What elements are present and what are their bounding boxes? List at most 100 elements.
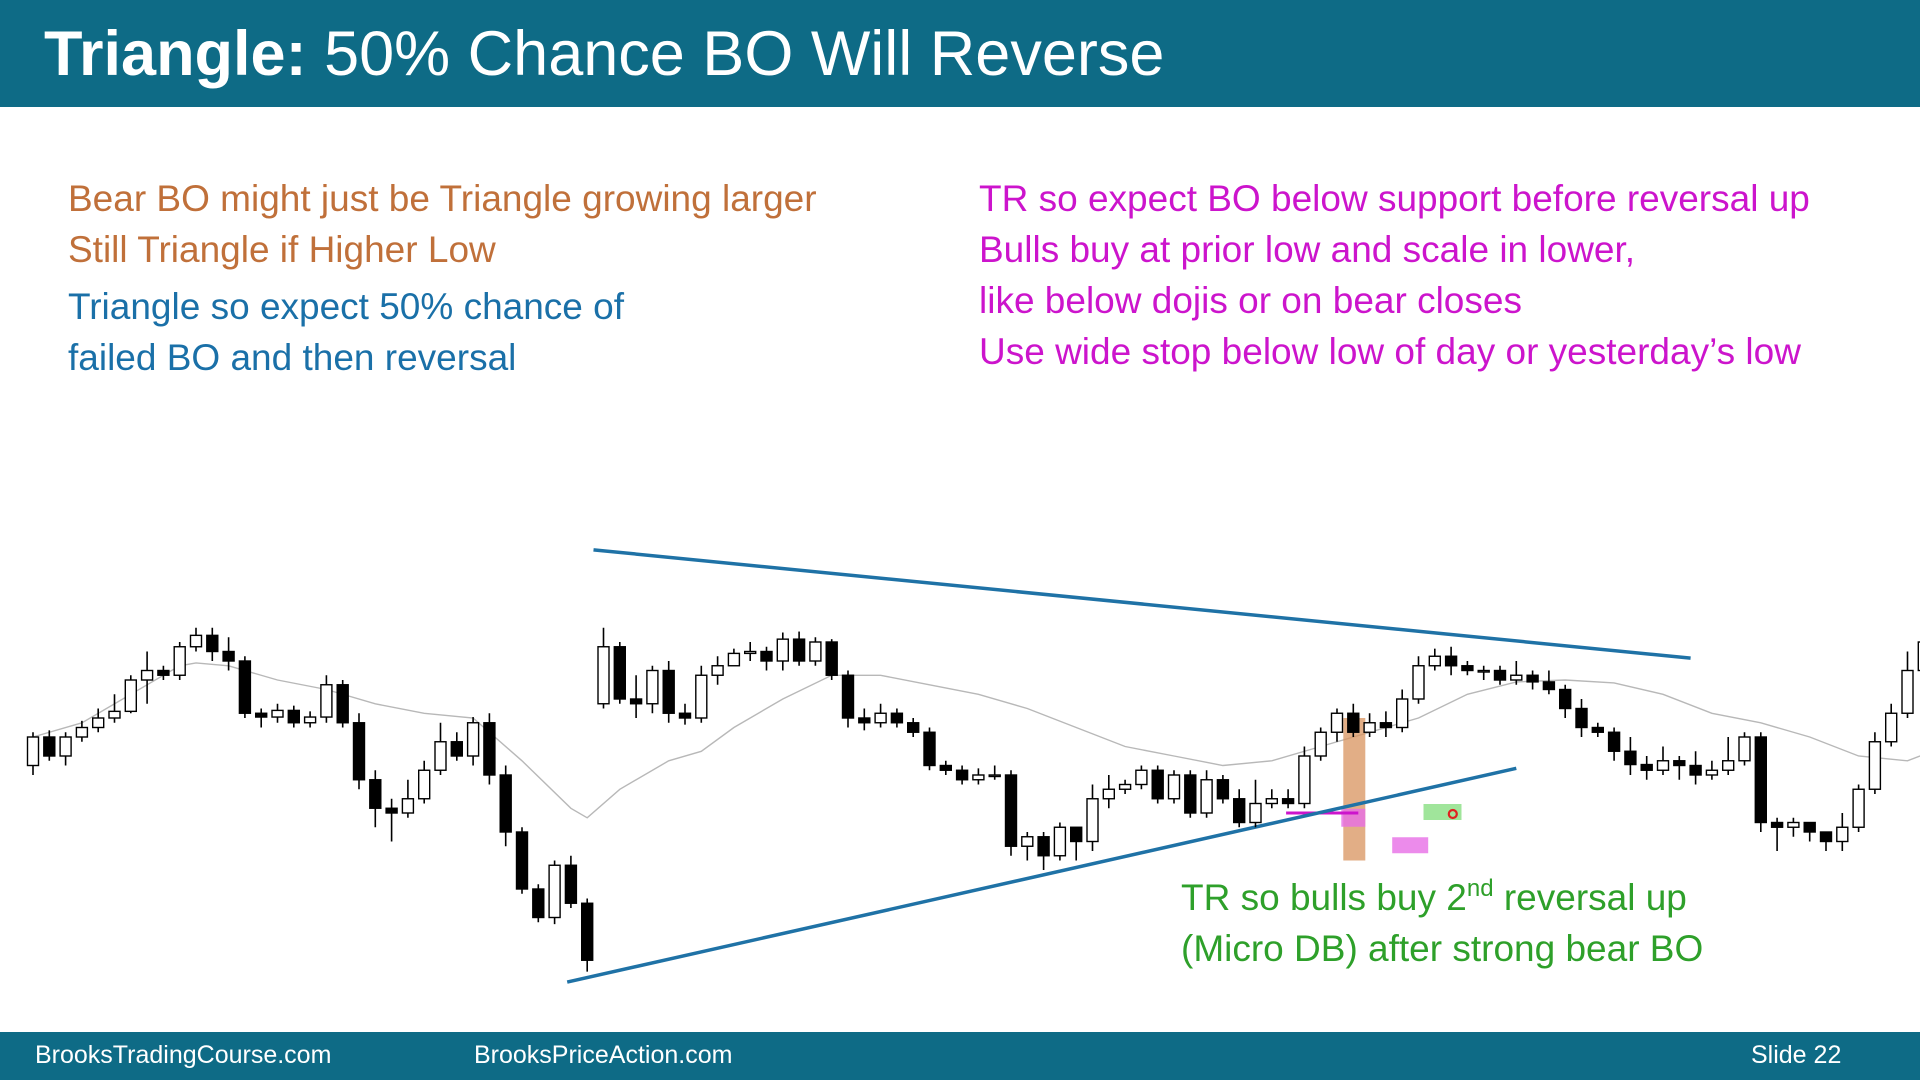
candle xyxy=(727,648,741,667)
candle xyxy=(1868,732,1882,794)
candle-body xyxy=(1640,763,1653,771)
candle-body xyxy=(173,646,186,676)
candle xyxy=(59,732,72,766)
candle xyxy=(1558,684,1572,718)
marker-layer xyxy=(1447,808,1458,820)
candle xyxy=(1395,689,1409,733)
candle xyxy=(1363,713,1376,737)
note-line: Still Triangle if Higher Low xyxy=(68,229,496,270)
candle-body xyxy=(1363,722,1376,733)
candle xyxy=(939,760,952,775)
candle-body xyxy=(124,679,138,713)
candle-body xyxy=(1135,769,1148,786)
candle-body xyxy=(1037,836,1050,857)
candle xyxy=(858,708,871,731)
candle xyxy=(809,637,822,666)
candle xyxy=(1656,746,1670,775)
candle-body xyxy=(1901,669,1914,714)
candle xyxy=(418,760,431,804)
candle xyxy=(532,884,545,923)
candle xyxy=(499,765,512,847)
candle-body xyxy=(385,807,398,814)
note-tr-expect: TR so expect BO below support before rev… xyxy=(979,173,1810,377)
candle xyxy=(1444,646,1458,676)
candle-body xyxy=(1526,674,1539,683)
candle xyxy=(1167,770,1181,804)
candle xyxy=(1607,727,1621,761)
candle-body xyxy=(678,712,692,719)
candle xyxy=(1461,661,1474,676)
candle xyxy=(1151,765,1164,804)
candle xyxy=(124,675,138,714)
candle-body xyxy=(1298,755,1311,805)
candle-body xyxy=(1558,688,1572,710)
candle xyxy=(1037,832,1050,870)
candle xyxy=(450,732,463,761)
candle xyxy=(1673,756,1686,780)
candle-body xyxy=(1624,750,1637,766)
candle-body xyxy=(1493,669,1507,681)
candle-body xyxy=(564,864,578,904)
candle xyxy=(238,656,252,718)
candle-body xyxy=(1118,783,1132,790)
candle xyxy=(662,661,675,723)
candle xyxy=(206,627,219,661)
candle-body xyxy=(695,674,708,719)
candle-body xyxy=(1803,821,1816,833)
candle-body xyxy=(75,726,89,738)
candle-body xyxy=(157,669,170,676)
candle-body xyxy=(858,717,871,724)
candle-body xyxy=(1265,798,1279,805)
candle xyxy=(1852,784,1865,832)
candle xyxy=(548,860,561,925)
slide-footer: BrooksTradingCourse.com BrooksPriceActio… xyxy=(0,1032,1920,1080)
candle xyxy=(434,722,447,775)
candle-body xyxy=(939,764,952,771)
candle xyxy=(1428,648,1442,671)
candle xyxy=(1803,821,1816,842)
candle-body xyxy=(711,665,724,676)
candle xyxy=(1053,822,1067,861)
candle-body xyxy=(254,712,268,718)
candle xyxy=(1819,831,1833,851)
candle xyxy=(254,708,268,728)
candle xyxy=(678,703,692,725)
title-rest: 50% Chance BO Will Reverse xyxy=(306,19,1165,89)
candle-body xyxy=(1738,736,1751,762)
candle-body xyxy=(1868,741,1882,790)
candle xyxy=(369,770,382,828)
candle-body xyxy=(1216,779,1230,800)
candle xyxy=(760,646,773,671)
candle-body xyxy=(466,722,480,757)
candle xyxy=(1884,703,1898,747)
title-bold-part: Triangle: xyxy=(44,19,307,89)
note-line: TR so expect BO below support before rev… xyxy=(979,178,1810,219)
candle xyxy=(1200,770,1213,818)
candle xyxy=(26,732,40,775)
candle xyxy=(955,765,969,785)
candle xyxy=(890,708,904,728)
candle-body xyxy=(809,641,822,662)
candle xyxy=(466,717,480,766)
candle-body xyxy=(59,736,72,757)
candle-body xyxy=(450,741,463,757)
candle-body xyxy=(1069,826,1083,843)
candle xyxy=(401,779,415,818)
candle-body xyxy=(140,669,154,681)
candle xyxy=(1004,770,1018,856)
candle-body xyxy=(1281,798,1295,805)
candle-body xyxy=(841,674,855,719)
candle xyxy=(385,798,398,842)
candle xyxy=(1575,699,1588,737)
candle-body xyxy=(287,709,300,724)
candle-body xyxy=(483,722,496,776)
candle-body xyxy=(988,774,1001,778)
candle xyxy=(1705,760,1719,780)
highlight-layer xyxy=(1286,718,1462,861)
candle-body xyxy=(972,774,985,781)
triangle-upper-trendline xyxy=(593,548,1691,660)
candle-body xyxy=(1444,655,1458,667)
slide-header: Triangle: 50% Chance BO Will Reverse xyxy=(0,0,1920,107)
candle xyxy=(1021,832,1034,861)
candle-body xyxy=(1542,681,1556,691)
